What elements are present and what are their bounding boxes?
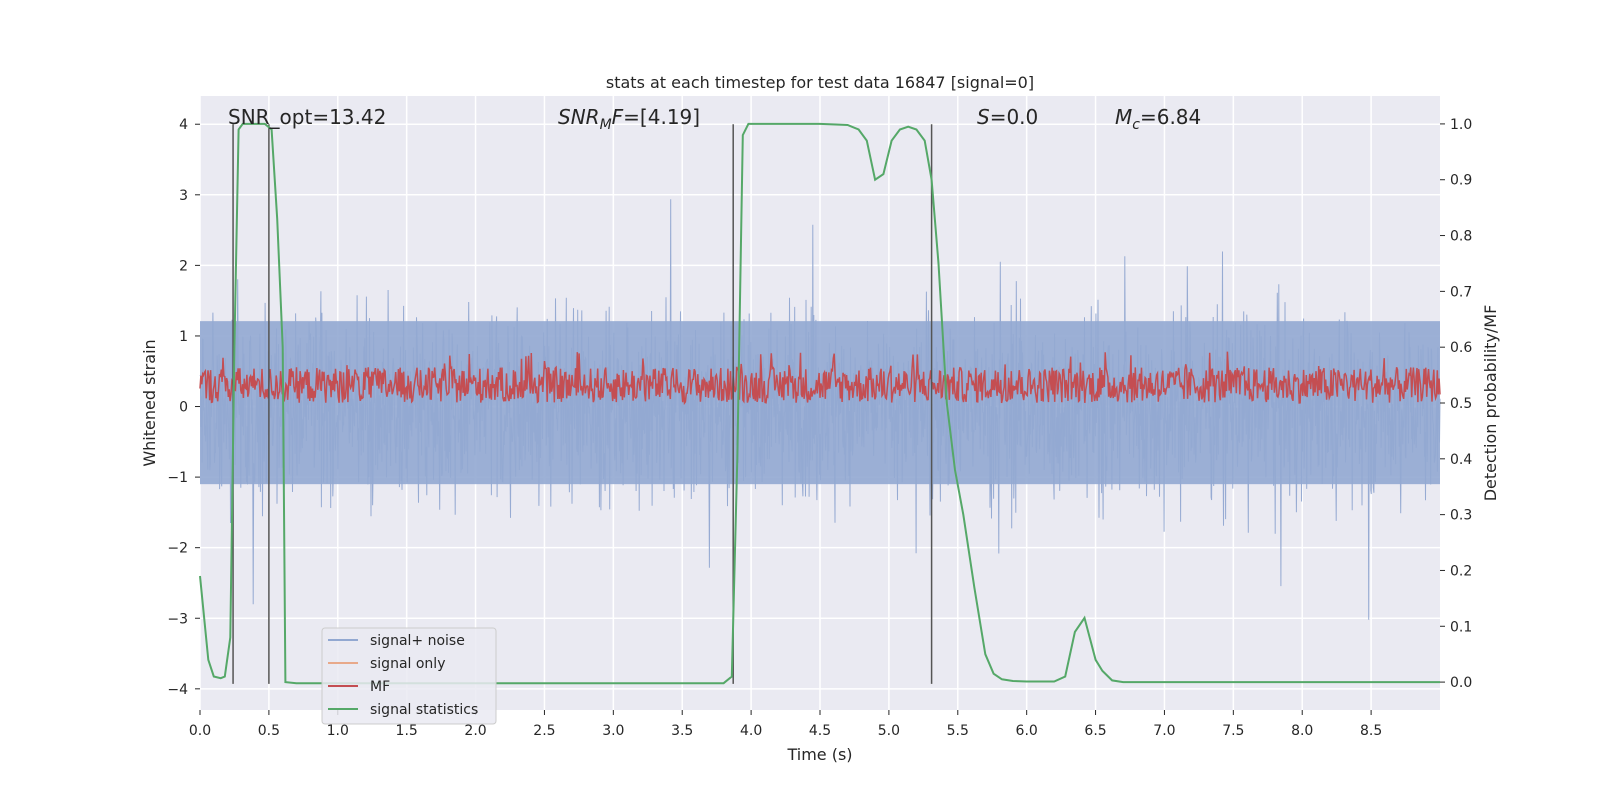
x-tick-label: 5.0 (878, 723, 900, 739)
x-tick-label: 4.5 (809, 723, 831, 739)
legend-label-signal-only: signal only (370, 656, 445, 672)
legend-box (321, 627, 497, 725)
signal-statistics-line (199, 122, 1440, 685)
series-signal-plus-noise (199, 199, 1441, 620)
legend-label-signal-plus-noise: signal+ noise (370, 633, 465, 649)
y-right-tick-label: 0.7 (1450, 284, 1472, 300)
annotation-s: S=0.0 (977, 105, 1038, 129)
legend-label-signal-statistics: signal statistics (370, 702, 478, 718)
annotation-snr-mf-main: SNR (558, 105, 600, 129)
x-tick-label: 7.5 (1222, 723, 1244, 739)
y-left-tick-label: −1 (167, 470, 188, 486)
x-tick-label: 3.0 (602, 723, 624, 739)
annotation-mc: Mc=6.84 (1115, 105, 1201, 133)
x-tick-label: 0.5 (258, 723, 280, 739)
y-left-tick-label: −4 (167, 682, 188, 698)
y-axis-label-left: Whitened strain (140, 339, 159, 466)
signal-plus-noise-core (200, 321, 1440, 485)
annotation-s-value: =0.0 (990, 105, 1039, 129)
x-tick-label: 3.5 (671, 723, 693, 739)
x-tick-label: 8.5 (1360, 723, 1382, 739)
annotation-snr-mf: SNRMF=[4.19] (558, 105, 700, 133)
y-right-tick-label: 0.4 (1450, 452, 1472, 468)
annotation-mc-symbol: M (1115, 105, 1132, 129)
y-left-tick-label: 4 (179, 117, 188, 133)
chart-title: stats at each timestep for test data 168… (606, 73, 1034, 92)
y-left-tick-label: 2 (179, 258, 188, 274)
annotation-snr-opt: SNR_opt=13.42 (228, 105, 386, 129)
y-right-tick-label: 0.2 (1450, 563, 1472, 579)
y-right-tick-label: 0.3 (1450, 508, 1472, 524)
mf-line (199, 351, 1441, 406)
y-right-tick-label: 0.9 (1450, 173, 1472, 189)
x-tick-label: 2.5 (533, 723, 555, 739)
y-right-tick-label: 0.5 (1450, 396, 1472, 412)
annotation-mc-value: =6.84 (1140, 105, 1201, 129)
x-tick-label: 4.0 (740, 723, 762, 739)
annotation-snr-mf-sub: M (600, 117, 612, 133)
x-tick-label: 2.0 (464, 723, 486, 739)
x-tick-label: 0.0 (189, 723, 211, 739)
series-signal-statistics (199, 122, 1440, 685)
y-left-tick-label: 1 (179, 329, 188, 345)
legend-label-mf: MF (370, 679, 390, 695)
x-tick-label: 6.5 (1084, 723, 1106, 739)
y-left-tick-label: −2 (167, 541, 188, 557)
y-right-tick-labels: 0.0 0.1 0.2 0.3 0.4 0.5 0.6 0.7 0.8 0.9 1.0 (1440, 117, 1472, 691)
y-right-tick-label: 0.0 (1450, 675, 1472, 691)
y-right-tick-label: 0.6 (1450, 340, 1472, 356)
x-tick-label: 6.0 (1016, 723, 1038, 739)
x-tick-label: 1.0 (327, 723, 349, 739)
annotation-snr-mf-rest: F (612, 105, 624, 129)
y-left-tick-label: −3 (167, 611, 188, 627)
legend: signal+ noise signal only MF signal stat… (321, 627, 497, 725)
x-tick-label: 1.5 (396, 723, 418, 739)
y-right-tick-label: 0.1 (1450, 619, 1472, 635)
y-right-tick-label: 0.8 (1450, 229, 1472, 245)
annotation-s-symbol: S (977, 105, 990, 129)
x-tick-label: 7.0 (1153, 723, 1175, 739)
y-right-tick-label: 1.0 (1450, 117, 1472, 133)
y-left-tick-labels: −4 −3 −2 −1 0 1 2 3 4 (167, 117, 200, 698)
y-left-tick-label: 0 (179, 400, 188, 416)
y-axis-label-right: Detection probability/MF (1481, 305, 1500, 502)
annotation-mc-sub: c (1132, 117, 1140, 133)
annotation-snr-mf-value: =[4.19] (623, 105, 700, 129)
x-tick-labels: 0.0 0.5 1.0 1.5 2.0 2.5 3.0 3.5 4.0 4.5 5.0 5.5 6.0 6… (189, 710, 1382, 739)
y-left-tick-label: 3 (179, 188, 188, 204)
x-tick-label: 8.0 (1291, 723, 1313, 739)
x-tick-label: 5.5 (947, 723, 969, 739)
series-mf (199, 351, 1441, 406)
x-axis-label: Time (s) (786, 745, 852, 764)
